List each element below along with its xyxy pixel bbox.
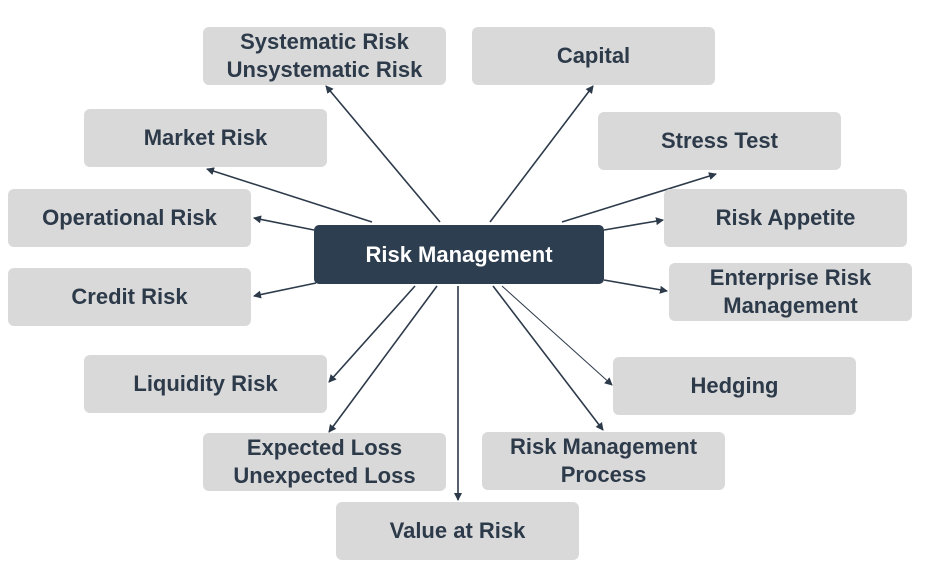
arrow-to-liquidity <box>328 285 416 383</box>
arrow-to-systematic <box>325 85 441 223</box>
node-market-risk: Market Risk <box>84 109 327 167</box>
arrow-to-operational <box>253 215 315 231</box>
node-hedging: Hedging <box>613 357 856 415</box>
node-value-at-risk: Value at Risk <box>336 502 579 560</box>
node-capital: Capital <box>472 27 715 85</box>
node-systematic-risk: Systematic Risk Unsystematic Risk <box>203 27 446 85</box>
arrow-to-erm <box>603 279 668 294</box>
node-stress-test: Stress Test <box>598 112 841 170</box>
node-enterprise-risk-management: Enterprise Risk Management <box>669 263 912 321</box>
arrow-to-appetite <box>603 217 664 231</box>
risk-management-center-node: Risk Management <box>314 225 604 284</box>
arrow-to-capital <box>489 85 594 223</box>
node-liquidity-risk: Liquidity Risk <box>84 355 327 413</box>
node-risk-appetite: Risk Appetite <box>664 189 907 247</box>
node-expected-loss: Expected Loss Unexpected Loss <box>203 433 446 491</box>
arrow-to-hedging <box>501 285 613 386</box>
node-risk-management-process: Risk Management Process <box>482 432 725 490</box>
arrow-to-loss <box>328 285 438 433</box>
arrow-to-process <box>492 285 604 431</box>
node-credit-risk: Credit Risk <box>8 268 251 326</box>
arrow-to-credit <box>253 282 317 299</box>
node-operational-risk: Operational Risk <box>8 189 251 247</box>
